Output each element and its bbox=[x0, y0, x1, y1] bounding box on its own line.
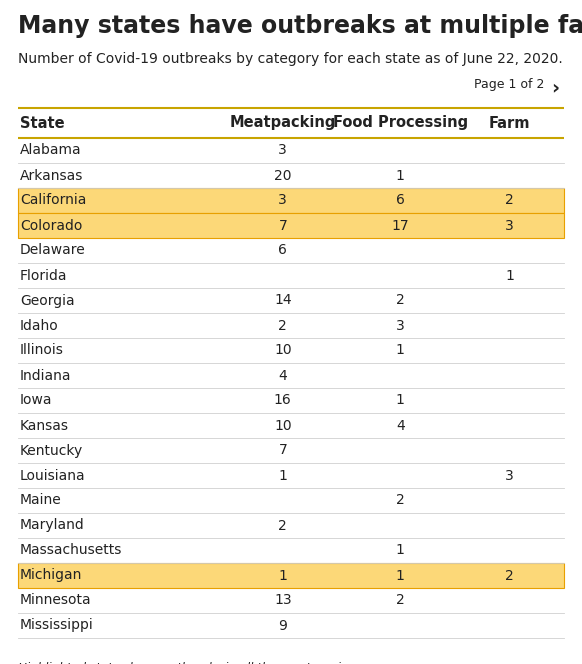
Text: 4: 4 bbox=[396, 418, 404, 432]
Text: 9: 9 bbox=[278, 618, 288, 633]
Text: Alabama: Alabama bbox=[20, 143, 81, 157]
Text: 10: 10 bbox=[274, 418, 292, 432]
Text: 3: 3 bbox=[396, 319, 404, 333]
Text: 3: 3 bbox=[505, 469, 514, 483]
Text: 1: 1 bbox=[396, 343, 404, 357]
Bar bbox=[18, 188, 564, 213]
Text: 6: 6 bbox=[278, 244, 288, 258]
Text: Mississippi: Mississippi bbox=[20, 618, 94, 633]
Text: Georgia: Georgia bbox=[20, 293, 74, 307]
Text: 1: 1 bbox=[396, 169, 404, 183]
Text: 1: 1 bbox=[396, 394, 404, 408]
Text: Florida: Florida bbox=[20, 268, 68, 282]
Text: 13: 13 bbox=[274, 594, 292, 608]
Text: Arkansas: Arkansas bbox=[20, 169, 83, 183]
Text: 10: 10 bbox=[274, 343, 292, 357]
Text: California: California bbox=[20, 193, 86, 207]
Text: 2: 2 bbox=[396, 293, 404, 307]
Text: 1: 1 bbox=[278, 568, 288, 582]
Text: 2: 2 bbox=[396, 594, 404, 608]
Text: 20: 20 bbox=[274, 169, 292, 183]
Text: Meatpacking: Meatpacking bbox=[230, 116, 336, 131]
Text: Maine: Maine bbox=[20, 493, 62, 507]
Text: Maryland: Maryland bbox=[20, 519, 85, 533]
Text: 2: 2 bbox=[396, 493, 404, 507]
Text: 6: 6 bbox=[396, 193, 404, 207]
Text: 7: 7 bbox=[278, 218, 287, 232]
Text: Louisiana: Louisiana bbox=[20, 469, 86, 483]
Text: 1: 1 bbox=[278, 469, 288, 483]
Text: Iowa: Iowa bbox=[20, 394, 52, 408]
Text: Highlighted states have outbreaks in all three categories.: Highlighted states have outbreaks in all… bbox=[18, 662, 358, 664]
Text: 1: 1 bbox=[396, 568, 404, 582]
Text: 14: 14 bbox=[274, 293, 292, 307]
Text: 1: 1 bbox=[396, 544, 404, 558]
Text: Food Processing: Food Processing bbox=[333, 116, 468, 131]
Text: 1: 1 bbox=[505, 268, 514, 282]
Text: ›: › bbox=[551, 78, 559, 97]
Text: 4: 4 bbox=[278, 369, 287, 382]
Text: 2: 2 bbox=[505, 568, 514, 582]
Text: Michigan: Michigan bbox=[20, 568, 83, 582]
Text: Kentucky: Kentucky bbox=[20, 444, 83, 457]
Text: Indiana: Indiana bbox=[20, 369, 72, 382]
Text: Minnesota: Minnesota bbox=[20, 594, 91, 608]
Text: Delaware: Delaware bbox=[20, 244, 86, 258]
Text: Many states have outbreaks at multiple facility types: Many states have outbreaks at multiple f… bbox=[18, 14, 582, 38]
Text: Massachusetts: Massachusetts bbox=[20, 544, 122, 558]
Text: Idaho: Idaho bbox=[20, 319, 59, 333]
Bar bbox=[18, 213, 564, 238]
Text: State: State bbox=[20, 116, 65, 131]
Text: 16: 16 bbox=[274, 394, 292, 408]
Text: 2: 2 bbox=[278, 319, 287, 333]
Text: 2: 2 bbox=[278, 519, 287, 533]
Text: 3: 3 bbox=[278, 143, 287, 157]
Text: Page 1 of 2: Page 1 of 2 bbox=[474, 78, 544, 91]
Bar bbox=[18, 563, 564, 588]
Text: Farm: Farm bbox=[489, 116, 530, 131]
Text: Kansas: Kansas bbox=[20, 418, 69, 432]
Text: Illinois: Illinois bbox=[20, 343, 64, 357]
Text: 17: 17 bbox=[391, 218, 409, 232]
Text: Colorado: Colorado bbox=[20, 218, 83, 232]
Text: 7: 7 bbox=[278, 444, 287, 457]
Text: 3: 3 bbox=[278, 193, 287, 207]
Text: Number of Covid-19 outbreaks by category for each state as of June 22, 2020.: Number of Covid-19 outbreaks by category… bbox=[18, 52, 563, 66]
Text: 2: 2 bbox=[505, 193, 514, 207]
Text: 3: 3 bbox=[505, 218, 514, 232]
